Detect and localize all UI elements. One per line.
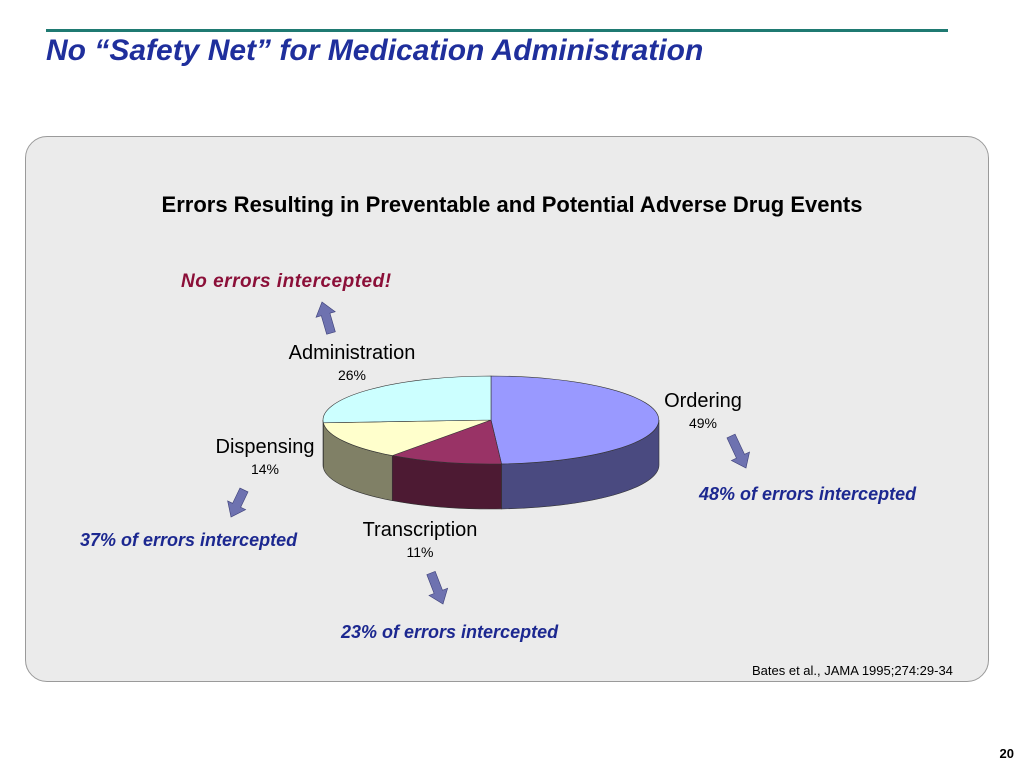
slide-title: No “Safety Net” for Medication Administr…	[46, 34, 704, 67]
slice-value-administration: 26%	[337, 367, 367, 383]
pie-slice-ordering	[490, 375, 660, 465]
pie-slice-transcription	[391, 419, 502, 465]
slice-label-dispensing: Dispensing 14%	[200, 436, 330, 479]
slice-name-administration: Administration	[288, 342, 416, 364]
title-rule	[46, 29, 948, 32]
administration-callout: No errors intercepted!	[181, 271, 392, 292]
slice-value-transcription: 11%	[406, 544, 434, 560]
ordering-callout: 48% of errors intercepted	[699, 484, 917, 504]
dispensing-callout: 37% of errors intercepted	[80, 530, 298, 550]
pie-tops	[322, 375, 660, 465]
pie-slice-dispensing	[322, 419, 492, 456]
source-citation: Bates et al., JAMA 1995;274:29-34	[752, 663, 953, 678]
pie-slice-administration	[322, 375, 492, 424]
dispensing-arrow	[227, 487, 249, 518]
slice-name-ordering: Ordering	[664, 390, 742, 412]
slice-label-transcription: Transcription 11%	[340, 519, 500, 562]
transcription-arrow	[426, 570, 449, 605]
slice-value-ordering: 49%	[688, 415, 718, 431]
transcription-callout: 23% of errors intercepted	[341, 622, 559, 642]
slice-name-dispensing: Dispensing	[215, 436, 315, 458]
slice-label-administration: Administration 26%	[262, 342, 442, 385]
callout-arrows	[227, 301, 750, 605]
administration-arrow	[315, 301, 336, 335]
pie-sides	[322, 419, 660, 510]
page-number: 20	[999, 746, 1014, 761]
slice-label-ordering: Ordering 49%	[643, 390, 763, 433]
slice-name-transcription: Transcription	[362, 519, 478, 541]
ordering-arrow	[726, 433, 750, 469]
chart-title: Errors Resulting in Preventable and Pote…	[161, 192, 863, 217]
slice-value-dispensing: 14%	[250, 461, 280, 477]
